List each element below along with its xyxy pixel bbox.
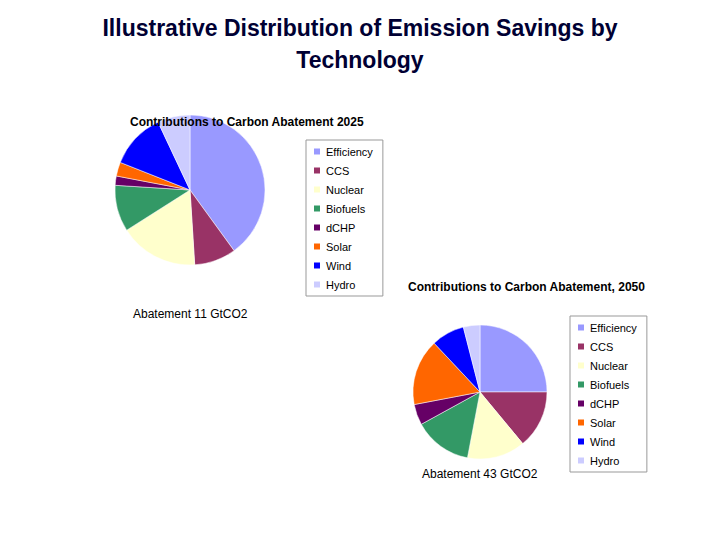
svg-text:Nuclear: Nuclear	[326, 184, 364, 196]
svg-text:Contributions to Carbon Abatem: Contributions to Carbon Abatement, 2050	[408, 280, 645, 294]
html-text:Illustrative Distribution of E: Illustrative Distribution of Emission Sa…	[102, 15, 618, 73]
svg-text:Abatement 11 GtCO2: Abatement 11 GtCO2	[133, 307, 248, 321]
svg-text:Solar: Solar	[326, 241, 352, 253]
svg-text:Biofuels: Biofuels	[590, 379, 630, 391]
svg-text:Biofuels: Biofuels	[326, 203, 366, 215]
svg-text:Contributions to Carbon Abatem: Contributions to Carbon Abatement 2025	[130, 115, 364, 129]
svg-text:Hydro: Hydro	[590, 455, 619, 467]
svg-text:dCHP: dCHP	[326, 222, 355, 234]
svg-text:Abatement 43 GtCO2: Abatement 43 GtCO2	[422, 467, 538, 481]
svg-text:CCS: CCS	[590, 341, 613, 353]
svg-text:Wind: Wind	[590, 436, 615, 448]
svg-text:Efficiency: Efficiency	[590, 322, 637, 334]
svg-text:CCS: CCS	[326, 165, 349, 177]
svg-text:Solar: Solar	[590, 417, 616, 429]
svg-text:Wind: Wind	[326, 260, 351, 272]
svg-text:Hydro: Hydro	[326, 279, 355, 291]
svg-text:dCHP: dCHP	[590, 398, 619, 410]
svg-text:Efficiency: Efficiency	[326, 146, 373, 158]
svg-text:Nuclear: Nuclear	[590, 360, 628, 372]
